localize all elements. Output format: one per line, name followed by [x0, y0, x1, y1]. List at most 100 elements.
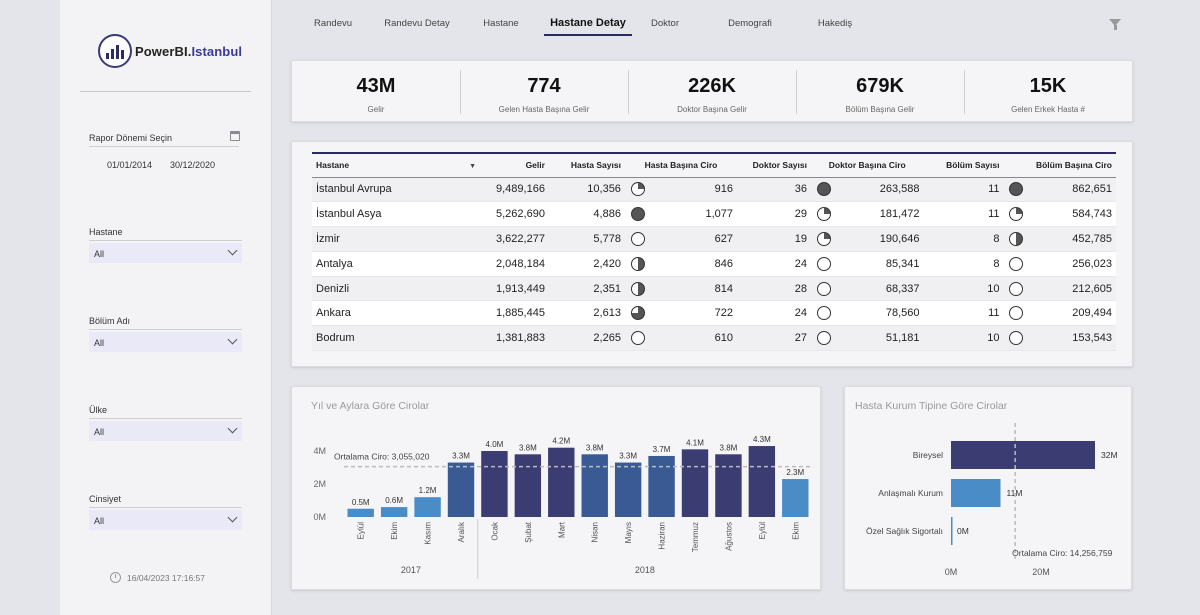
cell-doktor-sayisi: 24 — [736, 251, 811, 277]
date-end-input[interactable]: 30/12/2020 — [170, 160, 216, 170]
harvey-ball-icon — [1009, 306, 1024, 321]
cell-bolum-sayisi: 11 — [923, 201, 1004, 228]
kpi-card: 15K Gelen Erkek Hasta # — [964, 61, 1132, 121]
x-tick-label: Eylül — [758, 522, 767, 540]
chart-title: Yıl ve Aylara Göre Cirolar — [311, 400, 430, 412]
cell-doktor-sayisi: 36 — [736, 177, 811, 203]
sort-descending-icon[interactable]: ▼ — [469, 163, 477, 171]
table-row[interactable]: Denizli 1,913,449 2,351 814 28 68,337 10 212,60… — [312, 276, 1116, 302]
y-tick-label: 2M — [313, 479, 326, 489]
column-bar-8 — [614, 462, 642, 517]
cell-bolum-basina-ciro: 584,743 — [1029, 201, 1116, 228]
harvey-ball-icon — [630, 231, 645, 246]
x-tick-label: Şubat — [524, 521, 533, 543]
average-label: Ortalama Ciro: 14,256,759 — [1012, 548, 1112, 558]
cell-gelir: 1,381,883 — [492, 325, 549, 352]
harvey-ball-cell — [810, 251, 837, 277]
harvey-ball-cell — [1003, 300, 1030, 327]
harvey-ball-cell — [624, 226, 651, 252]
slicer-dropdown-hastane[interactable]: All — [89, 243, 242, 263]
tab-hastane[interactable]: Hastane — [483, 18, 519, 29]
x-tick-label: Eylül — [357, 522, 366, 540]
cell-hasta-sayisi: 2,351 — [548, 276, 625, 302]
column-header-gelir[interactable]: Gelir — [492, 152, 549, 178]
filter-icon[interactable] — [1109, 19, 1121, 30]
column-bar-5 — [514, 454, 542, 517]
data-label: 0.5M — [352, 498, 370, 507]
column-bar-10 — [681, 449, 709, 517]
cell-hastane: İstanbul Asya — [312, 201, 492, 228]
horizontal-bar-0 — [951, 441, 1095, 469]
harvey-ball-icon — [630, 256, 645, 271]
harvey-ball-icon — [1009, 281, 1024, 296]
tab-doktor[interactable]: Doktor — [651, 18, 679, 29]
hospital-table: Hastane ▼ Gelir Hasta Sayısı Hasta Başına… — [312, 152, 1116, 352]
refresh-timestamp: 16/04/2023 17:16:57 — [127, 572, 205, 583]
slicer-dropdown-ulke[interactable]: All — [89, 421, 242, 441]
column-bar-9 — [648, 455, 675, 517]
tab-demografi[interactable]: Demografi — [728, 18, 772, 29]
kpi-value: 774 — [527, 75, 561, 97]
category-label: Bireysel — [913, 450, 943, 460]
date-range-label: Rapor Dönemi Seçin — [89, 133, 239, 147]
table-row[interactable]: İzmir 3,622,277 5,778 627 19 190,646 8 452,785 — [312, 226, 1116, 252]
column-bar-12 — [748, 446, 776, 517]
tab-hakedis[interactable]: Hakediş — [817, 18, 853, 29]
harvey-ball-cell — [1003, 325, 1030, 352]
cell-hasta-basina-ciro: 846 — [650, 251, 737, 277]
column-header-doktor-sayisi[interactable]: Doktor Sayısı — [736, 152, 811, 178]
kpi-row: 43M Gelir 774 Gelen Hasta Başına Gelir 226… — [291, 60, 1133, 122]
slicer-label: Hastane — [89, 227, 242, 241]
harvey-ball-icon — [1009, 207, 1024, 222]
cell-bolum-basina-ciro: 862,651 — [1029, 177, 1116, 203]
x-tick-label: 0M — [945, 567, 958, 577]
date-start-input[interactable]: 01/01/2014 — [107, 160, 153, 170]
cell-bolum-sayisi: 11 — [923, 177, 1004, 203]
slicer-dropdown-cinsiyet[interactable]: All — [89, 510, 242, 530]
tab-randevu-detay[interactable]: Randevu Detay — [384, 18, 450, 29]
column-header-hastane[interactable]: Hastane ▼ — [312, 152, 492, 178]
cell-hasta-basina-ciro: 610 — [650, 325, 737, 352]
table-row[interactable]: Bodrum 1,381,883 2,265 610 27 51,181 10 153,543 — [312, 325, 1116, 352]
x-tick-label: Ocak — [490, 521, 499, 541]
column-bar-4 — [481, 451, 508, 517]
logo-text-prefix: PowerBI. — [135, 43, 192, 59]
data-label: 0M — [957, 526, 969, 536]
cell-gelir: 5,262,690 — [492, 201, 549, 228]
hospital-table-panel: Hastane ▼ Gelir Hasta Sayısı Hasta Başına… — [291, 141, 1133, 367]
table-row[interactable]: Antalya 2,048,184 2,420 846 24 85,341 8 256,023 — [312, 251, 1116, 277]
table-row[interactable]: Ankara 1,885,445 2,613 722 24 78,560 11 209,494 — [312, 300, 1116, 327]
year-label: 2017 — [401, 565, 421, 575]
x-tick-label: Mayıs — [624, 522, 633, 543]
column-header-hasta-basina-ciro[interactable]: Hasta Başına Ciro — [624, 152, 737, 178]
table-row[interactable]: İstanbul Asya 5,262,690 4,886 1,077 29 181,47… — [312, 201, 1116, 228]
column-bar-1 — [380, 507, 408, 517]
column-header-doktor-basina-ciro[interactable]: Doktor Başına Ciro — [810, 152, 924, 178]
column-header-bolum-sayisi[interactable]: Bölüm Sayısı — [923, 152, 1004, 178]
chart-title: Hasta Kurum Tipine Göre Cirolar — [855, 400, 1008, 412]
kpi-label: Bölüm Başına Gelir — [845, 105, 915, 114]
horizontal-bar-2 — [951, 517, 953, 545]
cell-hasta-basina-ciro: 814 — [650, 276, 737, 302]
column-bar-11 — [715, 454, 742, 517]
tab-randevu[interactable]: Randevu — [313, 18, 353, 29]
logo-text-suffix: Istanbul — [191, 43, 243, 59]
slicer-ulke: Ülke All — [89, 405, 242, 441]
year-label: 2018 — [635, 565, 655, 575]
slicer-dropdown-bolum[interactable]: All — [89, 332, 242, 352]
cell-bolum-sayisi: 10 — [923, 276, 1004, 302]
monthly-revenue-chart: Yıl ve Aylara Göre Cirolar 0M 2M 4M 0.5M Eyl… — [291, 386, 821, 590]
calendar-icon[interactable] — [230, 131, 240, 141]
cell-hastane: Antalya — [312, 251, 492, 277]
column-bar-7 — [581, 454, 608, 517]
table-row[interactable]: İstanbul Avrupa 9,489,166 10,356 916 36 263,5… — [312, 177, 1116, 203]
data-label: 4.2M — [552, 437, 570, 446]
harvey-ball-cell — [810, 325, 837, 352]
cell-doktor-basina-ciro: 78,560 — [836, 300, 924, 327]
slicer-hastane: Hastane All — [89, 227, 242, 263]
tab-hastane-detay[interactable]: Hastane Detay — [544, 17, 632, 36]
column-header-bolum-basina-ciro[interactable]: Bölüm Başına Ciro — [1003, 152, 1116, 178]
column-header-hasta-sayisi[interactable]: Hasta Sayısı — [548, 152, 625, 178]
chevron-down-icon — [227, 423, 238, 434]
data-label: 3.3M — [619, 452, 637, 461]
